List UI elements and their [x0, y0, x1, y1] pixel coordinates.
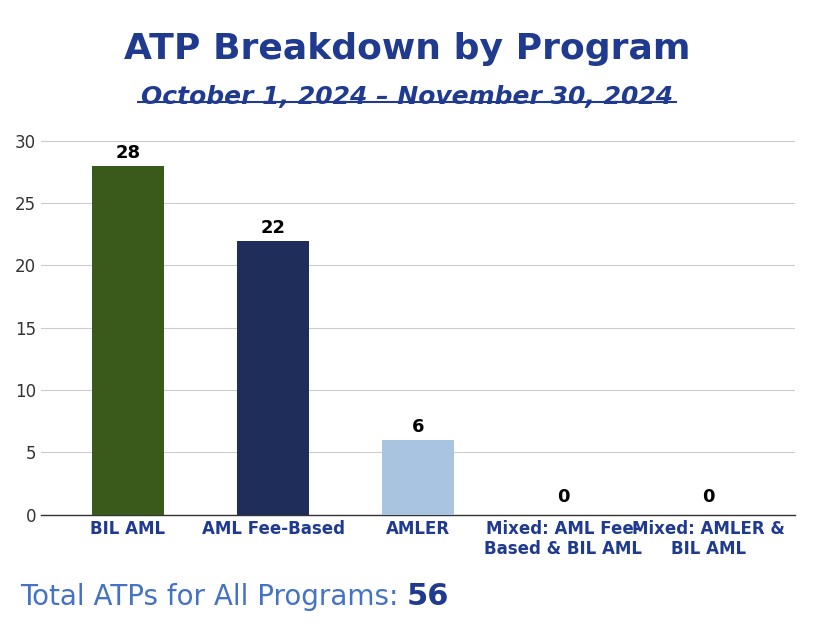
Text: Total ATPs for All Programs:: Total ATPs for All Programs: — [20, 583, 407, 611]
Text: 6: 6 — [412, 418, 424, 436]
Text: 0: 0 — [557, 488, 570, 506]
Text: 0: 0 — [702, 488, 715, 506]
Text: 22: 22 — [260, 219, 286, 237]
Bar — [237, 241, 309, 515]
Text: ATP Breakdown by Program: ATP Breakdown by Program — [124, 32, 690, 66]
Bar — [92, 166, 164, 515]
Text: 28: 28 — [116, 144, 141, 162]
Text: October 1, 2024 – November 30, 2024: October 1, 2024 – November 30, 2024 — [141, 85, 673, 109]
Text: 56: 56 — [407, 582, 449, 611]
Bar — [382, 440, 454, 515]
